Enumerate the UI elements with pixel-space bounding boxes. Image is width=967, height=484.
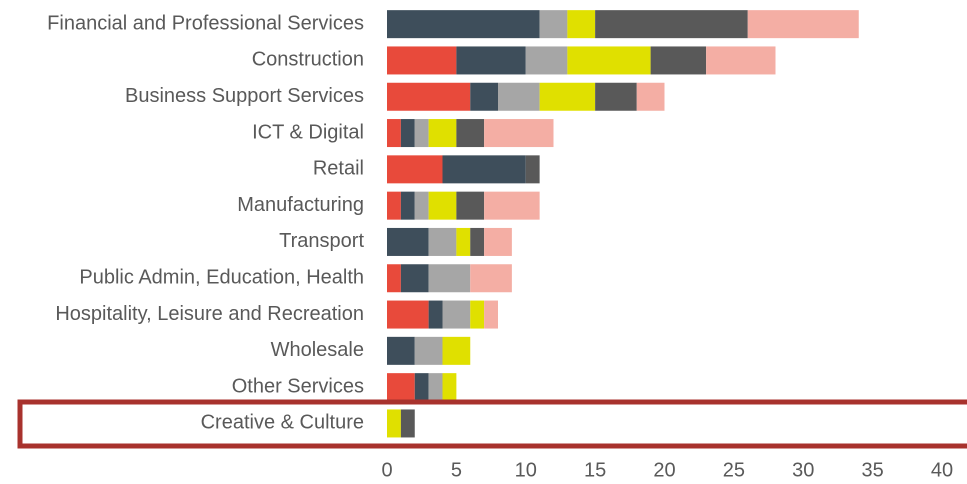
highlight-box xyxy=(17,399,967,449)
bar-segment xyxy=(387,46,457,75)
bar-segment xyxy=(456,191,485,220)
y-tick-label: Hospitality, Leisure and Recreation xyxy=(55,303,364,325)
y-tick-label: Retail xyxy=(313,158,364,180)
bar-segment xyxy=(470,82,498,111)
bar-segment xyxy=(387,191,401,220)
y-tick-label: Public Admin, Education, Health xyxy=(79,267,364,289)
bar-segment xyxy=(387,373,415,402)
bar-segment xyxy=(484,227,512,256)
y-tick-label: Business Support Services xyxy=(125,85,364,107)
bar-segment xyxy=(484,191,540,220)
bar-segment xyxy=(456,227,471,256)
bar-segment xyxy=(470,264,512,293)
bar-segment xyxy=(456,119,485,148)
bar-segment xyxy=(414,373,429,402)
bar-segment xyxy=(595,82,637,111)
bar-segment xyxy=(484,119,554,148)
bar-segment xyxy=(400,191,415,220)
bar-segment xyxy=(567,46,651,75)
x-tick-label: 25 xyxy=(723,459,745,481)
bar-segment xyxy=(414,191,429,220)
x-tick-label: 5 xyxy=(451,459,462,481)
bar-segment xyxy=(428,119,457,148)
bar-segment xyxy=(400,264,429,293)
bar-segment xyxy=(470,300,485,329)
bar-segment xyxy=(428,227,457,256)
bar-segment xyxy=(414,119,429,148)
x-tick-label: 30 xyxy=(792,459,814,481)
bar-segment xyxy=(387,264,401,293)
bar-segment xyxy=(567,10,596,39)
y-tick-label: Manufacturing xyxy=(237,194,364,216)
bar-segment xyxy=(387,82,471,111)
bar-segment xyxy=(706,46,776,75)
x-tick-label: 0 xyxy=(381,459,392,481)
bar-segment xyxy=(442,373,457,402)
x-tick-label: 20 xyxy=(653,459,675,481)
bar-segment xyxy=(387,119,401,148)
bar-segment xyxy=(387,10,540,39)
y-tick-label: Financial and Professional Services xyxy=(47,12,364,34)
bar-segment xyxy=(484,300,498,329)
x-tick-label: 35 xyxy=(862,459,884,481)
bar-segment xyxy=(539,10,568,39)
bar-segment xyxy=(650,46,707,75)
bar-segment xyxy=(387,227,429,256)
bar-segment xyxy=(400,119,415,148)
bar-segment xyxy=(525,155,540,184)
bar-segment xyxy=(470,227,485,256)
bar-segment xyxy=(498,82,540,111)
y-tick-label: Creative & Culture xyxy=(201,412,364,434)
bar-segment xyxy=(442,155,526,184)
bar-segment xyxy=(636,82,665,111)
x-tick-label: 40 xyxy=(931,459,953,481)
bar-segment xyxy=(428,264,471,293)
x-tick-label: 10 xyxy=(515,459,537,481)
bar-segment xyxy=(442,336,471,365)
bar-segment xyxy=(400,409,415,438)
bar-segment xyxy=(414,336,443,365)
y-tick-label: Wholesale xyxy=(271,339,364,361)
bar-segment xyxy=(387,336,415,365)
bar-segment xyxy=(387,155,443,184)
bar-segment xyxy=(387,409,401,438)
bar-segment xyxy=(595,10,748,39)
y-tick-label: Other Services xyxy=(232,375,364,397)
bar-segment xyxy=(456,46,526,75)
bar-segment xyxy=(539,82,596,111)
x-tick-label: 15 xyxy=(584,459,606,481)
bar-segment xyxy=(442,300,471,329)
bar-segment xyxy=(387,300,429,329)
bar-segment xyxy=(428,373,443,402)
bar-segment xyxy=(747,10,859,39)
bar-segment xyxy=(428,300,443,329)
y-tick-label: Transport xyxy=(279,230,364,252)
y-tick-label: Construction xyxy=(252,49,364,71)
bar-segment xyxy=(525,46,568,75)
bar-segment xyxy=(428,191,457,220)
y-tick-label: ICT & Digital xyxy=(252,121,364,143)
